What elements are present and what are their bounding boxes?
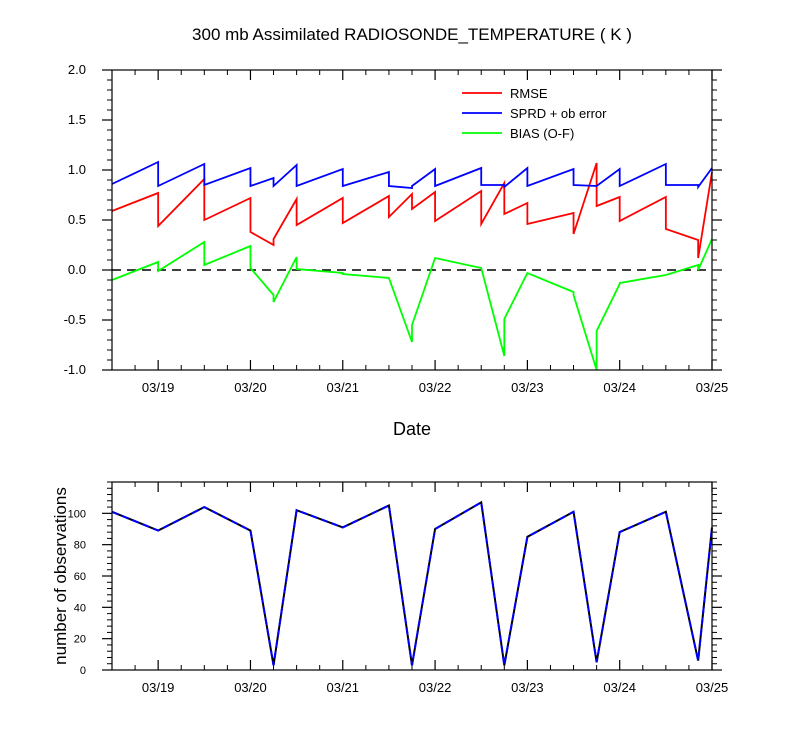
legend-label: BIAS (O-F) <box>510 126 574 141</box>
series-line-observations-solid <box>111 500 713 666</box>
top-xtick-label: 03/21 <box>326 380 359 395</box>
legend-label: SPRD + ob error <box>510 106 607 121</box>
series-line-bias-o-f <box>111 238 713 371</box>
top-chart-series <box>111 160 713 371</box>
top-chart-title: 300 mb Assimilated RADIOSONDE_TEMPERATUR… <box>192 25 632 44</box>
series-line-sprd-ob-error <box>111 160 713 190</box>
bottom-ytick-label: 80 <box>74 540 86 552</box>
legend-label: RMSE <box>510 86 548 101</box>
top-xtick-label: 03/24 <box>603 380 636 395</box>
top-xtick-label: 03/23 <box>511 380 544 395</box>
top-ytick-label: 1.5 <box>68 112 86 127</box>
top-ytick-label: -1.0 <box>64 362 86 377</box>
bottom-xtick-label: 03/21 <box>326 680 359 695</box>
bottom-ytick-label: 20 <box>74 634 86 646</box>
top-chart-axes: 03/19 03/20 03/21 03/22 03/23 03/24 03/25 -1.0 -… <box>64 62 729 395</box>
top-chart-legend: RMSE SPRD + ob error BIAS (O-F) <box>462 86 607 141</box>
top-ytick-label: -0.5 <box>64 312 86 327</box>
bottom-ytick-label: 60 <box>74 571 86 583</box>
top-xtick-label: 03/22 <box>419 380 452 395</box>
top-ytick-label: 2.0 <box>68 62 86 77</box>
bottom-chart: 03/19 03/20 03/21 03/22 03/23 03/24 03/25 0 20 40… <box>51 481 729 695</box>
bottom-xtick-label: 03/20 <box>234 680 267 695</box>
top-xtick-label: 03/20 <box>234 380 267 395</box>
bottom-xtick-label: 03/24 <box>603 680 636 695</box>
bottom-ytick-label: 0 <box>80 665 86 677</box>
bottom-xtick-label: 03/25 <box>696 680 729 695</box>
top-ytick-label: 0.5 <box>68 212 86 227</box>
bottom-chart-frame <box>111 481 713 671</box>
top-ytick-label: 0.0 <box>68 262 86 277</box>
bottom-chart-ylabel: number of observations <box>51 487 70 665</box>
bottom-xtick-label: 03/19 <box>142 680 175 695</box>
series-line-rmse <box>111 162 713 259</box>
bottom-chart-series <box>111 500 713 666</box>
bottom-xtick-label: 03/22 <box>419 680 452 695</box>
top-chart-frame <box>111 69 713 371</box>
bottom-chart-axes: 03/19 03/20 03/21 03/22 03/23 03/24 03/25 0 20 40… <box>68 481 729 695</box>
bottom-xtick-label: 03/23 <box>511 680 544 695</box>
bottom-ytick-label: 100 <box>68 508 86 520</box>
top-chart: 300 mb Assimilated RADIOSONDE_TEMPERATUR… <box>64 25 729 439</box>
top-xtick-label: 03/25 <box>696 380 729 395</box>
top-xtick-label: 03/19 <box>142 380 175 395</box>
bottom-ytick-label: 40 <box>74 602 86 614</box>
top-ytick-label: 1.0 <box>68 162 86 177</box>
series-line-observations-dashed <box>111 500 713 666</box>
top-chart-xlabel: Date <box>393 419 431 439</box>
